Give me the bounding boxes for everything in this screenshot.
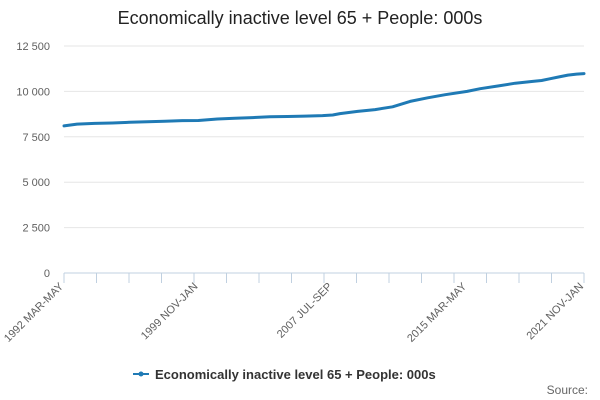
y-tick-label: 2 500 [22, 223, 50, 235]
y-tick-label: 5 000 [22, 177, 50, 189]
source-label: Source: [547, 383, 588, 397]
y-tick-label: 10 000 [16, 86, 50, 98]
x-tick-label: 2007 JUL-SEP [275, 281, 335, 341]
x-tick-label: 2021 NOV-JAN [524, 281, 586, 343]
y-tick-label: 7 500 [22, 132, 50, 144]
chart-title: Economically inactive level 65 + People:… [117, 8, 483, 28]
y-tick-label: 0 [44, 268, 50, 280]
x-tick-label: 1992 MAR-MAY [2, 280, 67, 345]
series-group [62, 72, 586, 128]
legend-marker [138, 371, 144, 377]
x-tick-label: 2015 MAR-MAY [405, 280, 470, 345]
x-axis: 1992 MAR-MAY 1999 NOV-JAN 2007 JUL-SEP 2015… [2, 272, 586, 345]
series-line[interactable] [62, 72, 586, 128]
y-tick-label: 12 500 [16, 41, 50, 53]
y-axis: 0 2 500 5 000 7 500 10 000 12 500 [16, 41, 50, 280]
legend-label[interactable]: Economically inactive level 65 + People:… [155, 367, 436, 382]
x-tick-label: 1999 NOV-JAN [139, 281, 201, 343]
gridlines [64, 45, 584, 274]
legend[interactable]: Economically inactive level 65 + People:… [133, 367, 436, 382]
